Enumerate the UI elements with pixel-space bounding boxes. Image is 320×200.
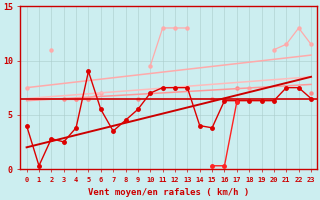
X-axis label: Vent moyen/en rafales ( km/h ): Vent moyen/en rafales ( km/h )	[88, 188, 250, 197]
